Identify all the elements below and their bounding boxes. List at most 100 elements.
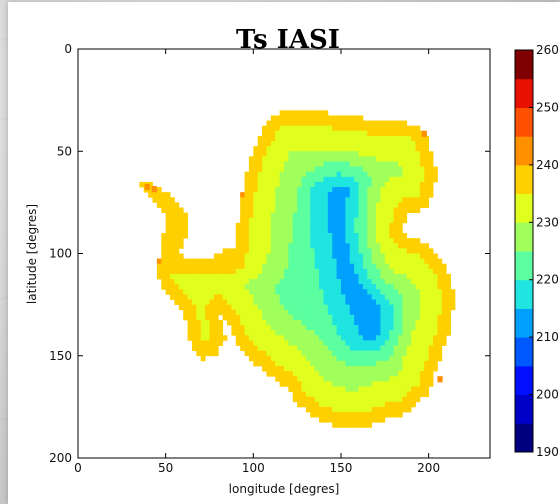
contour-cell bbox=[389, 243, 394, 249]
contour-cell bbox=[257, 243, 263, 249]
contour-cell bbox=[441, 294, 447, 300]
contour-cell bbox=[314, 212, 320, 219]
contour-cell bbox=[384, 325, 390, 331]
contour-cell bbox=[279, 371, 285, 377]
contour-cell bbox=[240, 248, 245, 254]
contour-cell bbox=[327, 319, 333, 326]
contour-cell bbox=[406, 340, 412, 346]
contour-cell bbox=[266, 212, 272, 219]
contour-cell bbox=[397, 335, 403, 341]
contour-cell bbox=[266, 365, 272, 372]
contour-cell bbox=[174, 207, 180, 213]
contour-cell bbox=[266, 371, 272, 377]
contour-cell bbox=[406, 376, 412, 382]
contour-cell bbox=[178, 294, 184, 300]
contour-cell bbox=[292, 273, 298, 280]
contour-cell bbox=[358, 330, 364, 336]
contour-cell bbox=[314, 253, 320, 260]
contour-cell bbox=[424, 151, 430, 157]
contour-cell bbox=[384, 120, 390, 127]
contour-cell bbox=[319, 350, 324, 357]
contour-cell bbox=[336, 146, 342, 152]
contour-cell bbox=[297, 391, 302, 398]
contour-cell bbox=[340, 130, 346, 137]
contour-cell bbox=[345, 365, 351, 372]
contour-cell bbox=[411, 350, 416, 357]
contour-cell bbox=[314, 192, 320, 198]
contour-cell bbox=[340, 340, 346, 346]
contour-cell bbox=[301, 335, 307, 341]
contour-cell bbox=[319, 360, 324, 367]
contour-cell bbox=[371, 401, 377, 408]
contour-cell bbox=[384, 253, 390, 260]
contour-cell bbox=[196, 309, 202, 316]
contour-cell bbox=[380, 222, 386, 229]
contour-cell bbox=[371, 330, 377, 336]
contour-cell bbox=[397, 309, 403, 316]
contour-cell bbox=[262, 141, 267, 147]
contour-cell bbox=[384, 406, 390, 413]
contour-cell bbox=[384, 130, 390, 137]
contour-cell bbox=[305, 319, 311, 326]
contour-cell bbox=[270, 319, 276, 326]
contour-cell bbox=[161, 248, 167, 254]
contour-cell bbox=[248, 192, 254, 198]
contour-cell bbox=[310, 314, 316, 321]
contour-cell bbox=[297, 238, 302, 244]
contour-cell bbox=[323, 187, 329, 193]
contour-cell bbox=[292, 166, 298, 173]
contour-cell bbox=[257, 355, 263, 362]
contour-cell bbox=[433, 330, 438, 336]
contour-cell bbox=[279, 135, 285, 142]
contour-cell bbox=[340, 284, 346, 290]
contour-cell bbox=[362, 146, 368, 152]
contour-cell bbox=[380, 411, 386, 418]
contour-cell bbox=[284, 156, 289, 162]
contour-cell bbox=[253, 222, 259, 229]
contour-cell bbox=[336, 345, 342, 352]
contour-cell bbox=[319, 222, 324, 229]
contour-cell bbox=[178, 243, 184, 249]
contour-cell bbox=[323, 192, 329, 198]
contour-cell bbox=[424, 386, 430, 392]
contour-cell bbox=[275, 299, 281, 306]
contour-cell bbox=[227, 284, 232, 290]
contour-cell bbox=[248, 161, 254, 167]
contour-cell bbox=[305, 381, 311, 387]
contour-cell bbox=[244, 238, 250, 244]
contour-cell bbox=[358, 166, 364, 173]
contour-cell bbox=[240, 217, 245, 224]
contour-cell bbox=[446, 304, 451, 311]
contour-cell bbox=[244, 263, 250, 270]
contour-cell bbox=[231, 299, 237, 306]
contour-cell bbox=[354, 314, 359, 321]
contour-cell bbox=[305, 176, 311, 183]
contour-cell bbox=[288, 135, 294, 142]
contour-cell bbox=[437, 314, 443, 321]
contour-cell bbox=[376, 340, 381, 346]
contour-cell bbox=[336, 227, 342, 234]
contour-cell bbox=[187, 319, 193, 326]
contour-cell bbox=[310, 238, 316, 244]
contour-cell bbox=[262, 258, 267, 265]
contour-cell bbox=[349, 279, 355, 285]
contour-cell bbox=[393, 309, 399, 316]
contour-cell bbox=[200, 294, 206, 300]
contour-cell bbox=[376, 355, 381, 362]
contour-cell bbox=[279, 248, 285, 254]
contour-cell bbox=[266, 161, 272, 167]
contour-cell bbox=[424, 141, 430, 147]
contour-cell bbox=[446, 314, 451, 321]
contour-cell bbox=[345, 248, 351, 254]
contour-cell bbox=[402, 207, 408, 213]
contour-cell bbox=[187, 289, 193, 295]
contour-cell bbox=[222, 263, 228, 270]
contour-cell bbox=[376, 350, 381, 357]
contour-cell bbox=[262, 340, 267, 346]
contour-cell bbox=[419, 156, 425, 162]
contour-cell bbox=[200, 284, 206, 290]
contour-cell bbox=[196, 335, 202, 341]
contour-cell bbox=[402, 120, 408, 127]
contour-cell bbox=[415, 141, 421, 147]
contour-cell bbox=[266, 289, 272, 295]
